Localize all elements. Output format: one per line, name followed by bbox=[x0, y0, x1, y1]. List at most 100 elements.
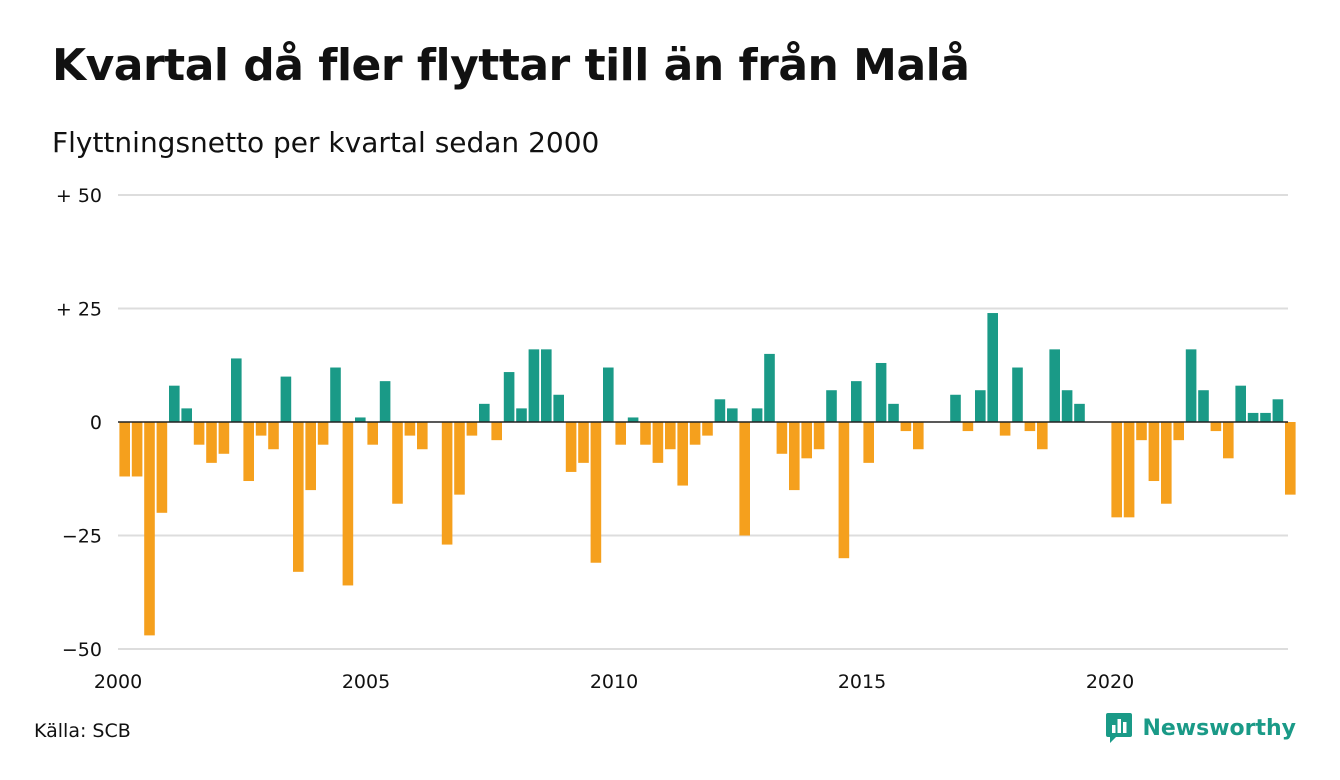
bar bbox=[206, 422, 217, 463]
bars bbox=[119, 313, 1296, 636]
bar bbox=[1136, 422, 1147, 441]
bar bbox=[1074, 403, 1085, 422]
bar bbox=[751, 408, 763, 422]
bar bbox=[305, 422, 316, 491]
brand-name: Newsworthy bbox=[1142, 715, 1296, 741]
x-tick-label: 2010 bbox=[590, 671, 638, 693]
bar bbox=[1111, 422, 1122, 518]
bar bbox=[962, 422, 974, 432]
bar bbox=[317, 422, 329, 445]
bar bbox=[379, 381, 391, 422]
bar bbox=[491, 422, 502, 441]
bar bbox=[640, 422, 651, 445]
y-tick-label: + 25 bbox=[56, 299, 102, 321]
bar bbox=[528, 349, 540, 422]
bar bbox=[950, 394, 961, 422]
bar bbox=[590, 422, 602, 563]
bar bbox=[342, 422, 354, 586]
x-axis-labels: 2000 2005 2010 2015 2020 bbox=[94, 671, 1134, 693]
bar bbox=[144, 422, 155, 636]
bar bbox=[293, 422, 304, 572]
bar bbox=[466, 422, 478, 436]
bar bbox=[1037, 422, 1048, 450]
bar bbox=[1210, 422, 1222, 432]
bar bbox=[1024, 422, 1036, 432]
bar bbox=[776, 422, 788, 454]
y-tick-label: −50 bbox=[62, 639, 102, 661]
bar bbox=[280, 376, 292, 422]
bar bbox=[838, 422, 850, 559]
bar bbox=[603, 367, 614, 422]
bar bbox=[615, 422, 626, 445]
bar bbox=[851, 381, 862, 422]
newsworthy-logo: Newsworthy bbox=[1104, 712, 1296, 744]
bar bbox=[255, 422, 267, 436]
bar bbox=[764, 353, 775, 422]
y-tick-label: 0 bbox=[90, 412, 102, 434]
bar bbox=[1173, 422, 1184, 441]
x-tick-label: 2020 bbox=[1086, 671, 1134, 693]
bar bbox=[218, 422, 230, 454]
bar bbox=[913, 422, 924, 450]
bar bbox=[1161, 422, 1172, 504]
bar bbox=[987, 313, 998, 422]
newsworthy-logo-icon bbox=[1106, 713, 1133, 743]
y-tick-label: −25 bbox=[62, 526, 102, 548]
bar bbox=[813, 422, 825, 450]
bar bbox=[689, 422, 701, 445]
bar bbox=[702, 422, 713, 436]
source-note: Källa: SCB bbox=[34, 720, 131, 742]
bar bbox=[169, 385, 180, 422]
bar bbox=[975, 390, 986, 422]
bar bbox=[900, 422, 912, 432]
bar bbox=[355, 417, 366, 422]
bar bbox=[739, 422, 750, 536]
bar bbox=[454, 422, 465, 495]
bar bbox=[826, 390, 837, 422]
bar bbox=[1285, 422, 1296, 495]
bar bbox=[243, 422, 254, 482]
bar bbox=[1198, 390, 1209, 422]
bar bbox=[231, 358, 242, 422]
x-tick-label: 2015 bbox=[838, 671, 886, 693]
bar bbox=[565, 422, 577, 472]
bar bbox=[553, 394, 564, 422]
bar bbox=[541, 349, 552, 422]
bar bbox=[999, 422, 1011, 436]
bar bbox=[193, 422, 205, 445]
bar bbox=[627, 417, 639, 422]
bar bbox=[417, 422, 428, 450]
bar bbox=[1061, 390, 1073, 422]
bar bbox=[441, 422, 453, 545]
gridlines bbox=[118, 194, 1288, 650]
x-tick-label: 2000 bbox=[94, 671, 142, 693]
bar bbox=[404, 422, 416, 436]
y-tick-label: + 50 bbox=[56, 185, 102, 207]
bar bbox=[888, 403, 899, 422]
bar bbox=[367, 422, 378, 445]
bar bbox=[1235, 385, 1246, 422]
bar bbox=[1247, 412, 1259, 422]
bar bbox=[516, 408, 527, 422]
bar bbox=[131, 422, 143, 477]
bar bbox=[268, 422, 279, 450]
bar bbox=[789, 422, 800, 491]
bar bbox=[875, 362, 887, 422]
bar bbox=[578, 422, 589, 463]
bar bbox=[392, 422, 403, 504]
bar bbox=[503, 372, 515, 422]
bar bbox=[330, 367, 341, 422]
bar bbox=[1049, 349, 1060, 422]
y-axis-labels: + 50 + 25 0 −25 −50 bbox=[56, 185, 102, 661]
x-tick-label: 2005 bbox=[342, 671, 390, 693]
bar bbox=[156, 422, 168, 513]
chart-subtitle: Flyttningsnetto per kvartal sedan 2000 bbox=[52, 126, 600, 159]
chart-title: Kvartal då fler flyttar till än från Mal… bbox=[52, 40, 970, 91]
bar bbox=[119, 422, 130, 477]
bar bbox=[1185, 349, 1197, 422]
bar bbox=[1012, 367, 1023, 422]
bar bbox=[1260, 412, 1271, 422]
bar bbox=[652, 422, 664, 463]
bar bbox=[1148, 422, 1160, 482]
